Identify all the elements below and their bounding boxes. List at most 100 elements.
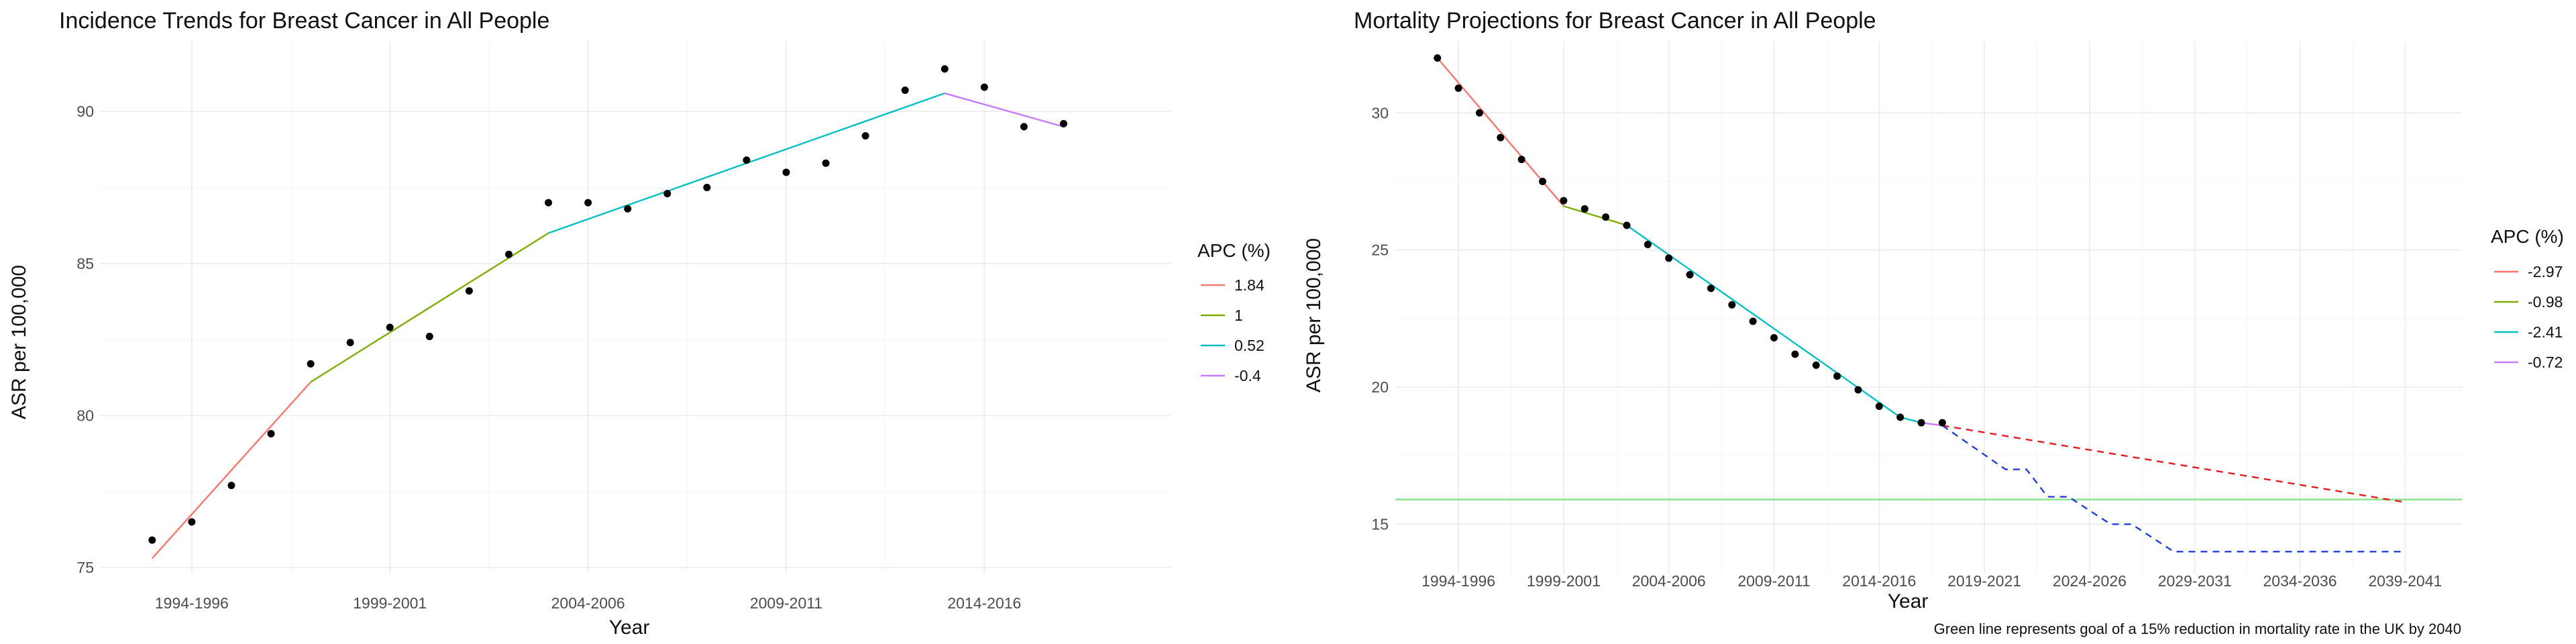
mortality-x-tick-label: 1999-2001 xyxy=(1527,572,1601,590)
incidence-data-point xyxy=(980,83,988,91)
incidence-legend-label: 1.84 xyxy=(1234,276,1265,294)
incidence-data-point xyxy=(307,360,315,368)
mortality-data-point xyxy=(1854,386,1862,394)
mortality-data-point xyxy=(1770,333,1778,341)
mortality-x-tick-label: 2009-2011 xyxy=(1737,572,1810,590)
mortality-legend-label: -2.97 xyxy=(2528,263,2563,280)
mortality-x-tick-label: 2029-2031 xyxy=(2158,572,2232,590)
mortality-data-point xyxy=(1644,240,1652,248)
mortality-x-tick-label: 2024-2026 xyxy=(2053,572,2127,590)
incidence-legend-label: 0.52 xyxy=(1234,337,1265,354)
mortality-data-point xyxy=(1707,284,1715,292)
mortality-data-point xyxy=(1833,372,1841,380)
incidence-trend-segment-1 xyxy=(310,232,549,383)
mortality-y-tick-label: 30 xyxy=(1371,104,1389,121)
mortality-data-point xyxy=(1938,419,1946,427)
mortality-x-tick-label: 2014-2016 xyxy=(1842,572,1916,590)
mortality-data-point xyxy=(1475,109,1483,117)
mortality-title: Mortality Projections for Breast Cancer … xyxy=(1354,8,1876,34)
incidence-x-tick-label: 2014-2016 xyxy=(947,594,1021,612)
mortality-y-axis-title: ASR per 100,000 xyxy=(1303,238,1325,392)
incidence-legend-label: 1 xyxy=(1234,307,1243,324)
incidence-panel: Incidence Trends for Breast Cancer in Al… xyxy=(8,8,1271,639)
mortality-x-tick-label: 2039-2041 xyxy=(2368,572,2442,590)
incidence-data-point xyxy=(425,333,433,341)
incidence-y-tick-label: 75 xyxy=(76,559,94,576)
incidence-legend-label: -0.4 xyxy=(1234,367,1261,384)
mortality-x-axis-title: Year xyxy=(1888,590,1929,612)
incidence-data-point xyxy=(227,482,235,490)
mortality-trend-segment-1 xyxy=(1563,205,1627,227)
mortality-y-tick-label: 25 xyxy=(1371,241,1389,259)
mortality-data-point xyxy=(1812,361,1820,369)
mortality-data-point xyxy=(1875,402,1883,411)
incidence-y-tick-label: 80 xyxy=(76,407,94,424)
incidence-data-point xyxy=(743,156,751,164)
incidence-trend-segment-0 xyxy=(151,381,311,559)
incidence-data-point xyxy=(941,65,949,73)
mortality-y-tick-label: 15 xyxy=(1371,515,1389,533)
incidence-data-point xyxy=(267,430,275,438)
mortality-caption: Green line represents goal of a 15% redu… xyxy=(1934,621,2461,637)
incidence-data-point xyxy=(624,205,632,213)
mortality-y-tick-label: 20 xyxy=(1371,378,1389,396)
incidence-x-tick-label: 2004-2006 xyxy=(551,594,625,612)
mortality-x-tick-label: 1994-1996 xyxy=(1421,572,1495,590)
incidence-x-tick-label: 2009-2011 xyxy=(750,594,822,612)
mortality-legend-title: APC (%) xyxy=(2491,226,2564,247)
incidence-x-tick-label: 1994-1996 xyxy=(155,594,229,612)
incidence-data-point xyxy=(465,287,473,295)
mortality-data-point xyxy=(1917,419,1925,427)
mortality-x-tick-label: 2034-2036 xyxy=(2263,572,2337,590)
mortality-grid xyxy=(1395,42,2462,574)
incidence-data-point xyxy=(504,250,513,258)
mortality-data-point xyxy=(1602,213,1610,221)
incidence-data-point xyxy=(822,159,830,167)
mortality-data-point xyxy=(1686,270,1694,278)
incidence-data-point xyxy=(188,518,196,526)
incidence-data-point xyxy=(782,168,790,176)
incidence-x-tick-label: 1999-2001 xyxy=(353,594,427,612)
incidence-data-point xyxy=(861,131,869,140)
incidence-title: Incidence Trends for Breast Cancer in Al… xyxy=(59,8,549,34)
mortality-legend-label: -0.72 xyxy=(2528,354,2563,371)
incidence-data-point xyxy=(386,323,394,331)
incidence-data-point xyxy=(901,87,909,95)
incidence-y-axis-title: ASR per 100,000 xyxy=(8,265,30,419)
mortality-data-point xyxy=(1728,301,1736,309)
mortality-legend-label: -0.98 xyxy=(2528,293,2563,311)
mortality-data-point xyxy=(1623,221,1631,229)
incidence-y-tick-label: 85 xyxy=(76,255,94,272)
incidence-grid xyxy=(101,42,1171,574)
mortality-legend-label: -2.41 xyxy=(2528,323,2563,341)
mortality-x-tick-label: 2019-2021 xyxy=(1947,572,2021,590)
mortality-legend: APC (%) -2.97 -0.98 -2.41 -0.72 xyxy=(2491,226,2564,371)
mortality-data-point xyxy=(1497,133,1505,142)
incidence-x-axis-title: Year xyxy=(609,616,650,639)
mortality-x-tick-label: 2004-2006 xyxy=(1632,572,1706,590)
incidence-trend-segment-3 xyxy=(944,92,1064,128)
incidence-data-point xyxy=(1020,123,1028,131)
incidence-data-point xyxy=(703,184,711,192)
incidence-data-point xyxy=(663,190,672,198)
mortality-panel: Mortality Projections for Breast Cancer … xyxy=(1303,8,2564,637)
mortality-data-point xyxy=(1580,205,1589,213)
mortality-data-point xyxy=(1791,350,1799,358)
incidence-y-tick-label: 90 xyxy=(76,103,94,120)
incidence-data-point xyxy=(1060,119,1067,127)
incidence-data-point xyxy=(584,199,592,207)
mortality-projection-line-1 xyxy=(1941,425,2406,553)
incidence-data-point xyxy=(545,199,553,207)
incidence-data-point xyxy=(148,536,156,544)
mortality-data-point xyxy=(1454,84,1462,92)
incidence-legend-title: APC (%) xyxy=(1197,240,1271,261)
mortality-data-point xyxy=(1749,317,1757,325)
mortality-data-point xyxy=(1517,156,1525,164)
mortality-data-point xyxy=(1560,197,1568,205)
mortality-data-point xyxy=(1665,254,1673,262)
mortality-data-point xyxy=(1539,177,1547,185)
incidence-data-point xyxy=(346,339,354,347)
incidence-legend: APC (%) 1.84 1 0.52 -0.4 xyxy=(1197,240,1271,384)
